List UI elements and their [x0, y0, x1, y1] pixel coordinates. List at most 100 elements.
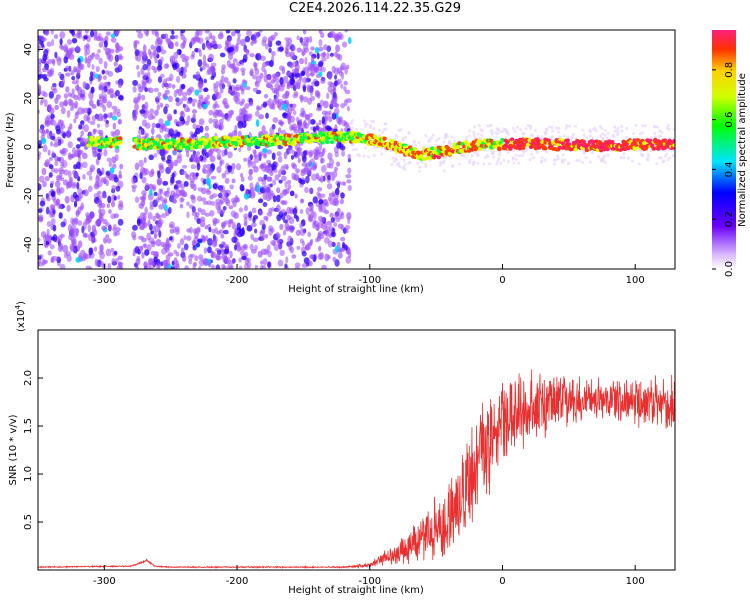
spectrogram-noise-point — [321, 56, 327, 62]
spectrogram-noise-point — [153, 230, 158, 239]
spectrogram-noise-point — [57, 203, 63, 210]
spectrogram-noise-point — [311, 173, 318, 181]
spectrogram-noise-point — [285, 113, 292, 121]
spectrogram-noise-point — [243, 48, 250, 54]
spectrogram-noise-point — [390, 163, 394, 167]
spectrogram-noise-point — [225, 30, 231, 34]
spectrogram-noise-point — [131, 186, 136, 193]
spectrogram-noise-point — [81, 152, 88, 159]
spectrogram-noise-point — [116, 111, 122, 118]
spectrogram-noise-point — [97, 190, 102, 195]
spectrogram-noise-point — [276, 187, 281, 194]
spectrogram-noise-point — [606, 131, 610, 135]
spectrogram-noise-point — [296, 245, 301, 250]
spectrogram-noise-point — [151, 184, 157, 190]
spectrogram-noise-point — [480, 133, 484, 137]
spectrogram-noise-point — [148, 258, 154, 266]
spectrogram-noise-point — [308, 216, 314, 223]
colorbar-label: Normalized spectral amplitude — [737, 73, 748, 227]
spectrogram-noise-point — [275, 194, 281, 203]
snr-series-line — [38, 369, 675, 570]
spectrogram-noise-point — [144, 206, 148, 215]
spectrogram-noise-point — [529, 133, 533, 137]
spectrogram-noise-point — [38, 237, 41, 243]
spectrogram-noise-point — [229, 250, 233, 259]
spectrogram-noise-point — [327, 81, 333, 86]
spectrogram-noise-point — [290, 154, 295, 160]
spectrogram-noise-point — [172, 199, 178, 204]
spectrogram-noise-point — [588, 160, 592, 164]
spectrogram-noise-point — [113, 250, 118, 256]
spectrogram-noise-point — [521, 132, 525, 136]
spectrogram-noise-point — [141, 119, 147, 127]
spectrogram-noise-point — [243, 251, 249, 258]
spectrogram-noise-point — [558, 135, 562, 139]
spectrogram-noise-point — [143, 261, 149, 268]
spectrogram-noise-point — [103, 60, 108, 69]
spectrogram-ridge-point — [118, 136, 123, 141]
spectrogram-noise-point — [175, 101, 181, 107]
spectrogram-noise-point — [238, 265, 243, 269]
spectrogram-noise-point — [319, 175, 324, 183]
spectrogram-noise-point — [335, 44, 341, 53]
spectrogram-noise-point — [340, 211, 344, 216]
spectrogram-noise-point — [209, 155, 216, 163]
spectrogram-noise-point — [287, 146, 293, 154]
spectrogram-noise-point — [327, 175, 331, 181]
spectrogram-noise-point — [157, 65, 163, 71]
spectrogram-noise-point — [464, 135, 468, 139]
spectrogram-noise-point — [495, 162, 499, 166]
spectrogram-noise-point — [70, 69, 75, 76]
spectrogram-noise-point — [258, 30, 263, 33]
spectrogram-noise-point — [77, 62, 82, 70]
spectrogram-noise-point — [296, 35, 300, 41]
spectrogram-noise-point — [101, 69, 106, 75]
spectrogram-noise-point — [298, 118, 303, 124]
spectrogram-noise-point — [329, 158, 335, 166]
spectrogram-noise-point — [181, 192, 187, 198]
spectrogram-noise-point — [152, 215, 156, 222]
spectrogram-noise-point — [143, 156, 147, 164]
spectrogram-noise-point — [57, 71, 63, 77]
spectrogram-noise-point — [593, 126, 597, 130]
spectrogram-x-tick-label: 100 — [626, 275, 645, 286]
spectrogram-noise-point — [326, 92, 330, 100]
spectrogram-noise-point — [196, 162, 201, 171]
spectrogram-noise-point — [48, 210, 54, 218]
spectrogram-noise-point — [513, 130, 517, 134]
spectrogram-noise-point — [212, 111, 218, 118]
spectrogram-ridge-point — [213, 135, 219, 140]
spectrogram-noise-point — [326, 162, 331, 169]
spectrogram-noise-point — [102, 104, 106, 113]
spectrogram-noise-point — [218, 122, 224, 131]
spectrogram-noise-point — [487, 162, 491, 166]
spectrogram-noise-point — [346, 64, 350, 70]
spectrogram-noise-point — [414, 143, 418, 147]
spectrogram-noise-point — [156, 104, 160, 111]
spectrogram-noise-point — [241, 255, 247, 261]
spectrogram-noise-point — [147, 71, 151, 78]
spectrogram-noise-point — [502, 158, 506, 162]
spectrogram-noise-point — [326, 183, 333, 190]
spectrogram-noise-point — [195, 172, 199, 177]
spectrogram-noise-point — [450, 135, 454, 139]
spectrogram-noise-point — [328, 192, 335, 198]
spectrogram-noise-point — [158, 118, 164, 124]
spectrogram-noise-point — [155, 123, 161, 129]
spectrogram-noise-point — [139, 109, 146, 115]
spectrogram-noise-point — [302, 154, 307, 163]
spectrogram-noise-point — [167, 252, 174, 257]
spectrogram-noise-point — [317, 186, 323, 192]
snr-x-tick-label: -200 — [226, 576, 249, 587]
spectrogram-noise-point — [74, 228, 80, 234]
spectrogram-noise-point — [191, 196, 196, 204]
spectrogram-noise-point — [178, 49, 182, 55]
spectrogram-noise-point — [219, 79, 223, 87]
spectrogram-noise-point — [289, 190, 295, 197]
spectrogram-noise-point — [286, 206, 292, 215]
spectrogram-noise-point — [261, 39, 267, 47]
spectrogram-noise-point — [347, 167, 352, 174]
spectrogram-noise-point — [367, 155, 371, 159]
spectrogram-noise-point — [314, 237, 319, 243]
spectrogram-ridge-point — [197, 144, 203, 149]
